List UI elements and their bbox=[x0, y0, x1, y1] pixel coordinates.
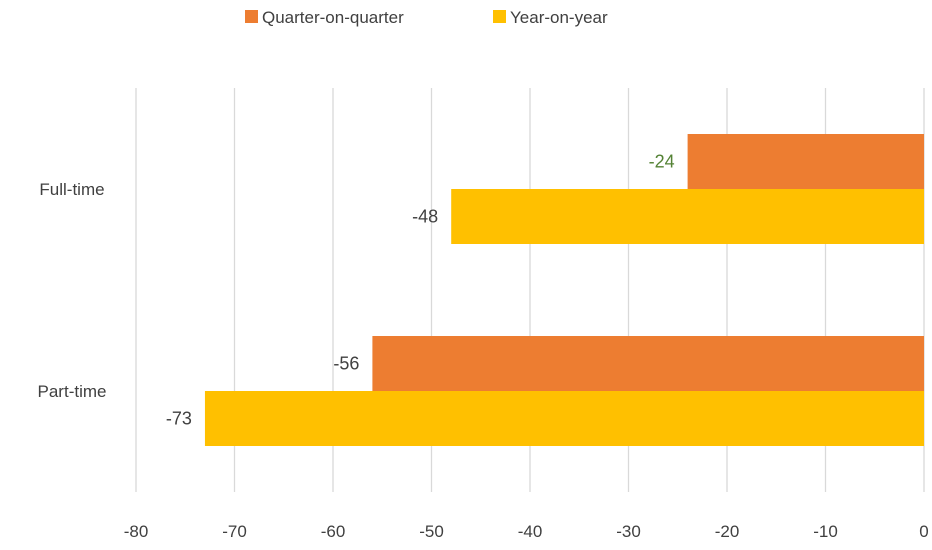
x-tick-label: -40 bbox=[518, 522, 543, 541]
x-tick-label: -80 bbox=[124, 522, 149, 541]
x-tick-label: -70 bbox=[222, 522, 247, 541]
bar-quarter-on-quarter-full-time bbox=[687, 134, 924, 189]
x-tick-label: -20 bbox=[715, 522, 740, 541]
category-axis-labels: Full-time Part-time bbox=[38, 180, 107, 401]
legend-swatch bbox=[245, 10, 258, 23]
category-label: Full-time bbox=[39, 180, 104, 199]
legend-label: Year-on-year bbox=[510, 8, 608, 27]
value-axis-tick-labels: -80 -70 -60 -50 -40 -30 -20 -10 0 bbox=[124, 522, 929, 541]
bar-quarter-on-quarter-part-time bbox=[372, 336, 924, 391]
legend: Quarter-on-quarter Year-on-year bbox=[245, 8, 608, 27]
bars bbox=[204, 134, 924, 446]
category-label: Part-time bbox=[38, 382, 107, 401]
bar-year-on-year-full-time bbox=[451, 189, 924, 244]
bar-year-on-year-part-time bbox=[204, 391, 924, 446]
data-label: -48 bbox=[412, 207, 438, 227]
data-label: -73 bbox=[166, 409, 192, 429]
x-tick-label: -50 bbox=[419, 522, 444, 541]
x-tick-label: -10 bbox=[813, 522, 838, 541]
legend-swatch bbox=[493, 10, 506, 23]
x-tick-label: -30 bbox=[616, 522, 641, 541]
x-tick-label: -60 bbox=[321, 522, 346, 541]
data-label: -56 bbox=[333, 354, 359, 374]
legend-label: Quarter-on-quarter bbox=[262, 8, 404, 27]
data-label: -24 bbox=[649, 152, 675, 172]
x-tick-label: 0 bbox=[919, 522, 928, 541]
data-labels: -24 -48 -56 -73 bbox=[166, 152, 675, 429]
